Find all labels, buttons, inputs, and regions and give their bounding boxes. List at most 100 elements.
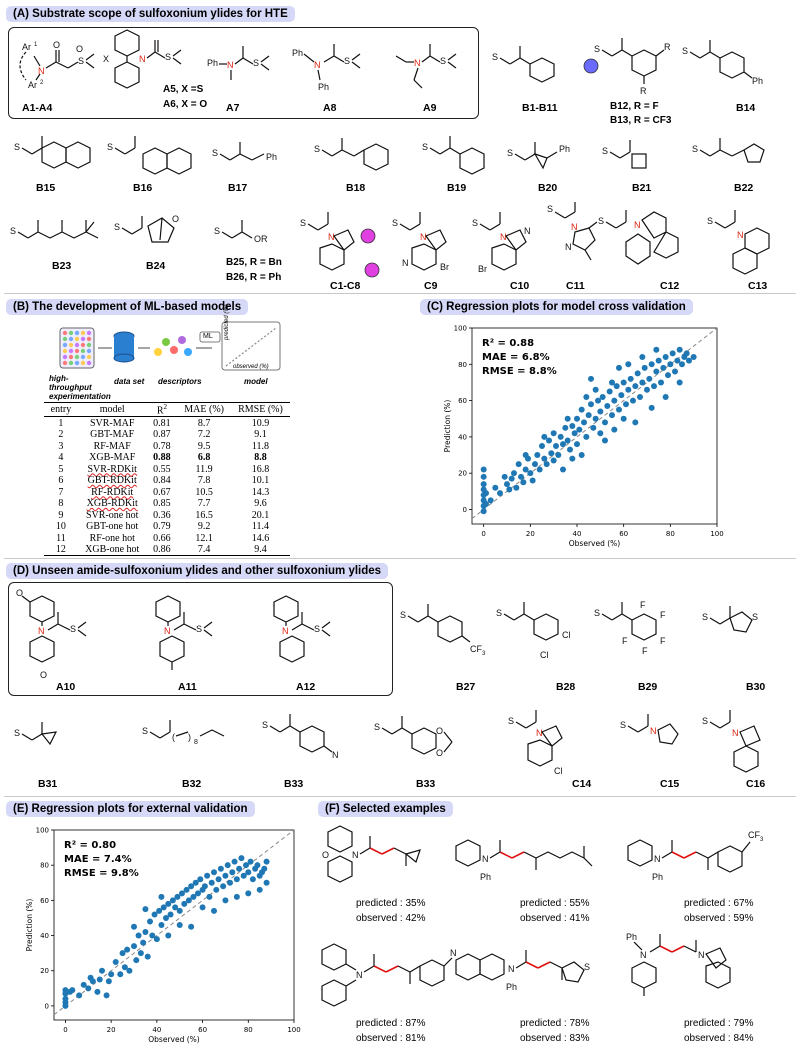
data-point — [611, 426, 618, 433]
data-point — [662, 354, 669, 361]
svg-text:O: O — [16, 588, 23, 598]
svg-text:3: 3 — [482, 651, 486, 657]
structure-b16: S — [107, 136, 192, 175]
x-tick-label: 20 — [526, 530, 535, 538]
svg-text:Ph: Ph — [266, 152, 277, 162]
table-cell: 11.4 — [251, 521, 270, 533]
data-point — [548, 450, 555, 457]
label-b18: B18 — [346, 182, 366, 194]
data-point — [522, 452, 529, 459]
data-point — [527, 470, 534, 477]
data-point — [653, 368, 660, 375]
label-b19: B19 — [447, 182, 467, 194]
col-mae: MAE (%) — [184, 404, 224, 416]
structure-b31: S — [14, 722, 58, 746]
svg-text:Ph: Ph — [292, 48, 303, 58]
data-point — [483, 501, 489, 508]
svg-text:CF: CF — [470, 644, 482, 654]
svg-text:N: N — [482, 854, 489, 864]
data-point — [501, 473, 508, 480]
data-point — [569, 455, 576, 462]
svg-text:S: S — [300, 218, 306, 228]
data-point — [211, 907, 217, 914]
table-cell: 12 — [55, 544, 66, 556]
svg-text:S: S — [702, 612, 708, 622]
data-point — [176, 922, 183, 928]
table-cell: 8.7 — [197, 417, 211, 429]
scatter-plot-external-validation: 0 20 40 60 80 100 0 20 40 60 80 100 Observed (%) Pred… — [25, 827, 301, 1045]
data-point — [480, 508, 487, 515]
table-cell: 0.85 — [153, 498, 171, 510]
data-point — [557, 433, 564, 440]
data-point — [539, 442, 545, 449]
label-c14: C14 — [572, 778, 592, 790]
data-point — [511, 470, 517, 477]
note-b26: B26, R = Ph — [226, 272, 282, 283]
data-point — [569, 423, 576, 429]
table-cell: 9.4 — [254, 544, 267, 556]
data-point — [518, 473, 524, 480]
data-point — [532, 461, 538, 468]
data-point — [604, 403, 611, 410]
structure-a8: Ph N Ph S — [292, 44, 361, 92]
table-row: 5 SVR-RDKit 0.55 11.9 16.8 — [44, 463, 290, 475]
data-point — [639, 354, 646, 361]
svg-text:O: O — [436, 748, 443, 758]
structure-b24: S O — [114, 214, 179, 243]
table-cell: 16.5 — [195, 509, 213, 521]
table-cell: 14.6 — [251, 532, 270, 544]
structure-a12: N S — [273, 595, 331, 663]
structure-b20: S Ph — [507, 142, 570, 170]
section-f-header: (F) Selected examples — [318, 801, 453, 817]
svg-text:S: S — [602, 146, 608, 156]
label-b32: B32 — [182, 778, 202, 790]
table-cell: 7.2 — [197, 429, 211, 441]
structure-b30: S S — [702, 606, 758, 633]
svg-text:Cl: Cl — [554, 766, 563, 776]
data-point — [85, 985, 92, 992]
example-4-predicted: predicted : 87% — [356, 1018, 426, 1029]
label-c15: C15 — [660, 778, 680, 790]
data-point — [76, 992, 83, 999]
table-cell: 20.1 — [251, 509, 270, 521]
svg-text:O: O — [172, 214, 179, 224]
data-point — [609, 412, 615, 419]
svg-text:N: N — [414, 58, 421, 68]
data-point — [522, 466, 529, 473]
svg-text:Ph: Ph — [559, 144, 570, 154]
data-point — [174, 893, 181, 900]
data-point — [135, 932, 142, 939]
data-point — [574, 441, 580, 448]
svg-text:S: S — [107, 142, 113, 152]
svg-text:F: F — [640, 600, 646, 610]
svg-text:Ph: Ph — [480, 872, 491, 882]
svg-text:N: N — [38, 626, 45, 636]
table-cell: 9.6 — [254, 498, 267, 510]
data-point — [578, 452, 585, 459]
data-point — [94, 988, 101, 995]
svg-text:(: ( — [172, 732, 175, 742]
svg-text:S: S — [702, 716, 708, 726]
stats-annotation: MAE = 7.4% — [64, 854, 132, 865]
data-point — [567, 446, 573, 453]
data-point — [142, 906, 149, 913]
data-point — [632, 419, 639, 426]
svg-text:S: S — [752, 612, 758, 622]
svg-text:F: F — [660, 610, 666, 620]
data-point — [536, 466, 543, 473]
data-point — [564, 437, 571, 444]
data-point — [211, 869, 217, 876]
svg-text:N: N — [450, 948, 457, 958]
data-point — [506, 486, 513, 493]
label-c10: C10 — [510, 280, 530, 292]
pink-bead-icon — [360, 228, 376, 244]
table-cell: 0.36 — [153, 509, 171, 521]
note-a6: A6, X = O — [163, 99, 208, 110]
data-point — [137, 950, 144, 957]
table-cell: 0.87 — [153, 429, 171, 441]
data-point — [263, 879, 270, 886]
workflow-descriptors-label: descriptors — [158, 377, 202, 386]
data-point — [644, 386, 650, 393]
label-a11: A11 — [178, 681, 197, 693]
table-cell: 7.4 — [197, 544, 211, 556]
